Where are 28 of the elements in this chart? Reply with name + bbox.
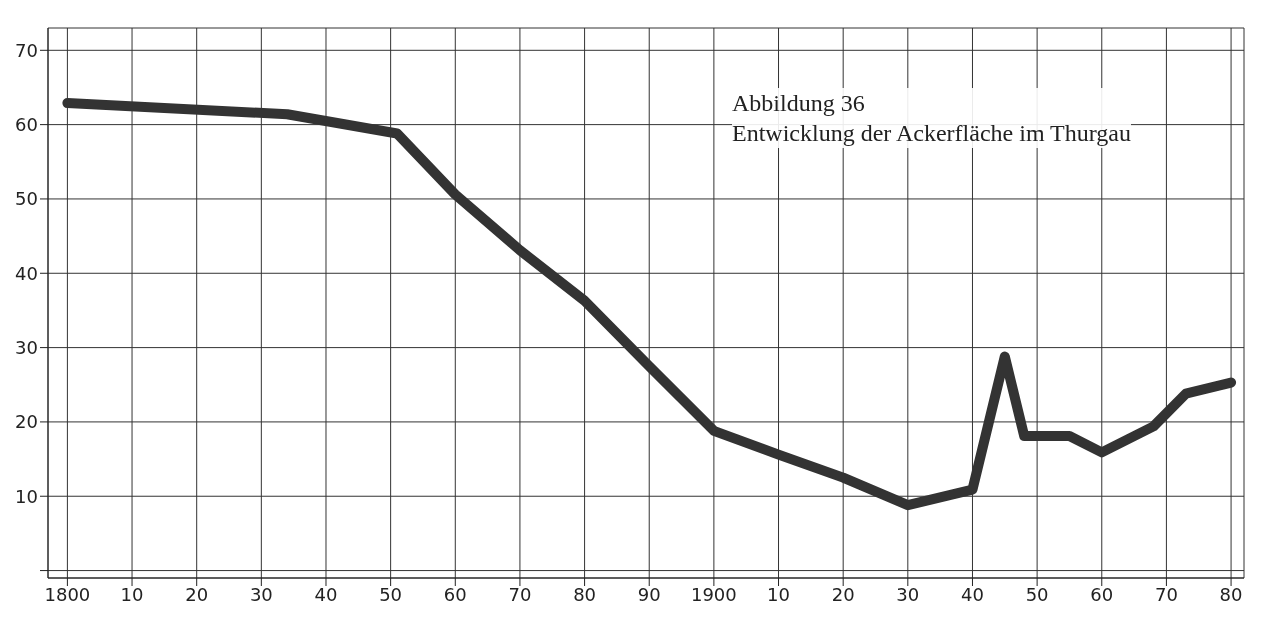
x-tick-label: 50 — [379, 583, 403, 605]
x-tick-label: 40 — [961, 583, 984, 605]
y-tick-label: 50 — [15, 188, 38, 210]
x-tick-label: 30 — [896, 583, 920, 605]
y-tick-label: 70 — [15, 39, 38, 61]
y-tick-label: 40 — [15, 262, 38, 284]
x-tick-label: 1800 — [44, 583, 91, 605]
y-tick-label: 10 — [15, 485, 38, 507]
x-tick-label: 20 — [831, 583, 855, 605]
text: Entwicklung der Ackerfläche im Thurgau — [732, 119, 1131, 148]
x-tick-label: 20 — [185, 583, 209, 605]
y-tick-label: 30 — [15, 336, 38, 358]
y-tick-label: 20 — [15, 411, 38, 433]
x-tick-label: 60 — [1090, 583, 1114, 605]
x-tick-label: 80 — [1219, 583, 1243, 605]
x-tick-label: 50 — [1025, 583, 1049, 605]
text: Abbildung 36 — [732, 89, 866, 118]
x-tick-label: 40 — [314, 583, 338, 605]
y-tick-label: 60 — [15, 114, 38, 136]
x-tick-label: 80 — [573, 583, 597, 605]
x-tick-label: 30 — [249, 583, 273, 605]
x-tick-label: 70 — [508, 583, 532, 605]
x-tick-label: 10 — [120, 583, 144, 605]
x-tick-label: 90 — [637, 583, 661, 605]
x-tick-label: 1900 — [690, 583, 737, 605]
x-tick-label: 60 — [443, 583, 467, 605]
x-tick-label: 10 — [767, 583, 790, 605]
x-tick-label: 70 — [1154, 583, 1178, 605]
